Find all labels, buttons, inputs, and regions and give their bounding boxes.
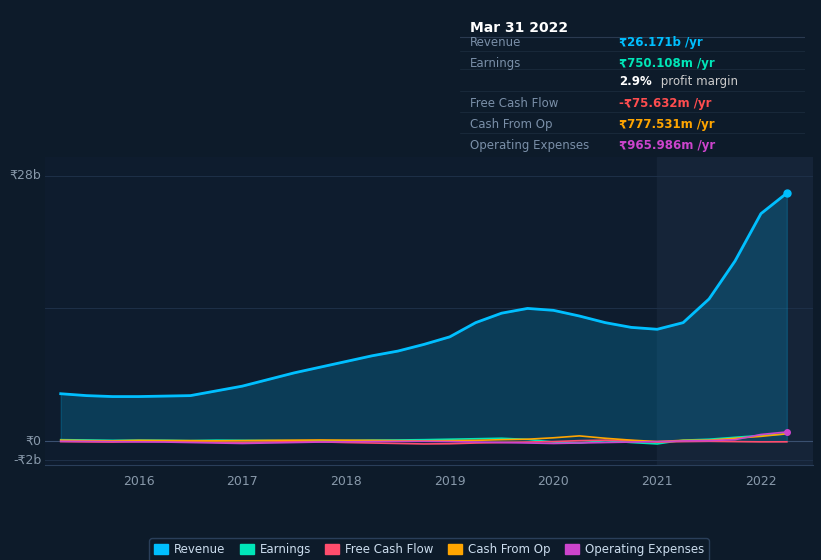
- Text: profit margin: profit margin: [657, 76, 737, 88]
- Text: Mar 31 2022: Mar 31 2022: [470, 21, 568, 35]
- Legend: Revenue, Earnings, Free Cash Flow, Cash From Op, Operating Expenses: Revenue, Earnings, Free Cash Flow, Cash …: [149, 539, 709, 560]
- Text: ₹28b: ₹28b: [10, 169, 41, 182]
- Text: Revenue: Revenue: [470, 36, 521, 49]
- Text: ₹777.531m /yr: ₹777.531m /yr: [619, 118, 714, 131]
- Text: -₹2b: -₹2b: [13, 454, 41, 466]
- Text: Earnings: Earnings: [470, 57, 521, 70]
- Text: ₹750.108m /yr: ₹750.108m /yr: [619, 57, 714, 70]
- Text: ₹0: ₹0: [25, 435, 41, 447]
- Text: Operating Expenses: Operating Expenses: [470, 139, 589, 152]
- Text: -₹75.632m /yr: -₹75.632m /yr: [619, 97, 711, 110]
- Text: Cash From Op: Cash From Op: [470, 118, 553, 131]
- Text: ₹965.986m /yr: ₹965.986m /yr: [619, 139, 715, 152]
- Text: ₹26.171b /yr: ₹26.171b /yr: [619, 36, 703, 49]
- Text: 2.9%: 2.9%: [619, 76, 651, 88]
- Text: Free Cash Flow: Free Cash Flow: [470, 97, 559, 110]
- Bar: [657, 157, 813, 465]
